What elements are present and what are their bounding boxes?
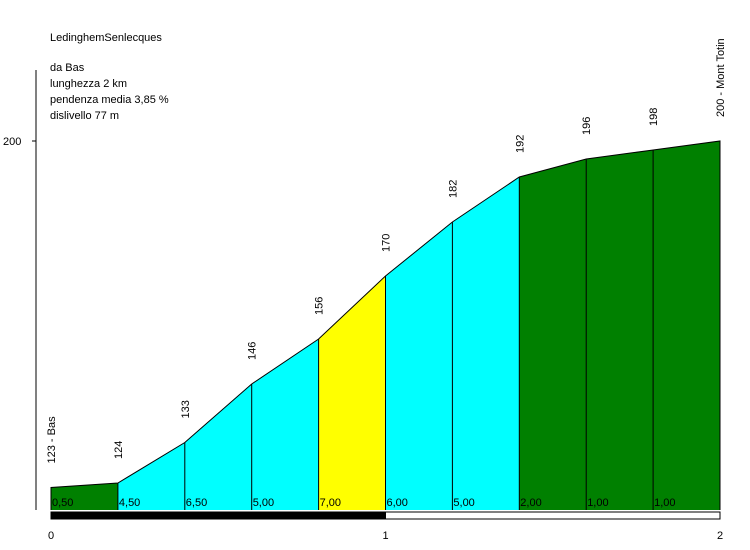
x-tick-label: 1 [382, 530, 388, 542]
gradient-label: 5,00 [453, 497, 474, 509]
elevation-label: 196 [581, 117, 593, 135]
profile-segment [251, 339, 319, 510]
elevation-label: 192 [514, 135, 526, 153]
distance-scale-bar [50, 511, 721, 520]
scale-bar-segment [50, 511, 386, 520]
climb-info: da Bas lunghezza 2 km pendenza media 3,8… [50, 60, 169, 124]
gradient-label: 6,00 [387, 497, 408, 509]
profile-segment [452, 177, 520, 510]
elevation-label: 200 - Mont Totin [715, 38, 727, 117]
profile-segment [385, 222, 453, 510]
elevation-label: 156 [314, 297, 326, 315]
elevation-label: 170 [381, 234, 393, 252]
profile-segment [318, 276, 386, 510]
gradient-labels: 0,50 4,50 6,50 5,00 7,00 6,00 5,00 2,00 1,00 1,00 [52, 497, 676, 509]
profile-segment [51, 483, 118, 510]
chart-title: LedinghemSenlecques [50, 32, 162, 44]
gradient-label: 5,00 [253, 497, 274, 509]
elevation-label: 146 [247, 342, 259, 360]
gradient-label: 6,50 [186, 497, 207, 509]
info-from: da Bas [50, 62, 85, 74]
elevation-label: 124 [113, 441, 125, 459]
gradient-label: 1,00 [587, 497, 608, 509]
profile-segment [184, 384, 252, 510]
elevation-label: 198 [648, 108, 660, 126]
elevation-label: 182 [447, 180, 459, 198]
info-avg-gradient: pendenza media 3,85 % [50, 94, 169, 106]
elevation-labels: 123 - Bas 124 133 146 156 170 182 192 196 198 200 … [46, 38, 727, 463]
profile-segment [117, 442, 185, 510]
profile-segments [50, 140, 721, 510]
x-tick-label: 0 [48, 530, 54, 542]
info-length: lunghezza 2 km [50, 78, 128, 90]
y-axis: 200 [3, 70, 37, 510]
x-tick-label: 2 [717, 530, 723, 542]
gradient-label: 2,00 [520, 497, 541, 509]
gradient-label: 4,50 [119, 497, 140, 509]
elevation-label: 123 - Bas [46, 416, 58, 464]
segment-dividers [117, 150, 654, 510]
scale-bar-segment [385, 511, 721, 520]
y-tick-label: 200 [3, 136, 21, 148]
elevation-label: 133 [180, 400, 192, 418]
gradient-label: 1,00 [654, 497, 675, 509]
profile-segment [519, 159, 587, 510]
x-axis-ticks: 0 1 2 [48, 530, 723, 542]
gradient-label: 7,00 [320, 497, 341, 509]
profile-segment [586, 150, 654, 510]
gradient-label: 0,50 [52, 497, 73, 509]
profile-segment [653, 141, 720, 510]
info-elevation-gain: dislivello 77 m [50, 110, 120, 122]
